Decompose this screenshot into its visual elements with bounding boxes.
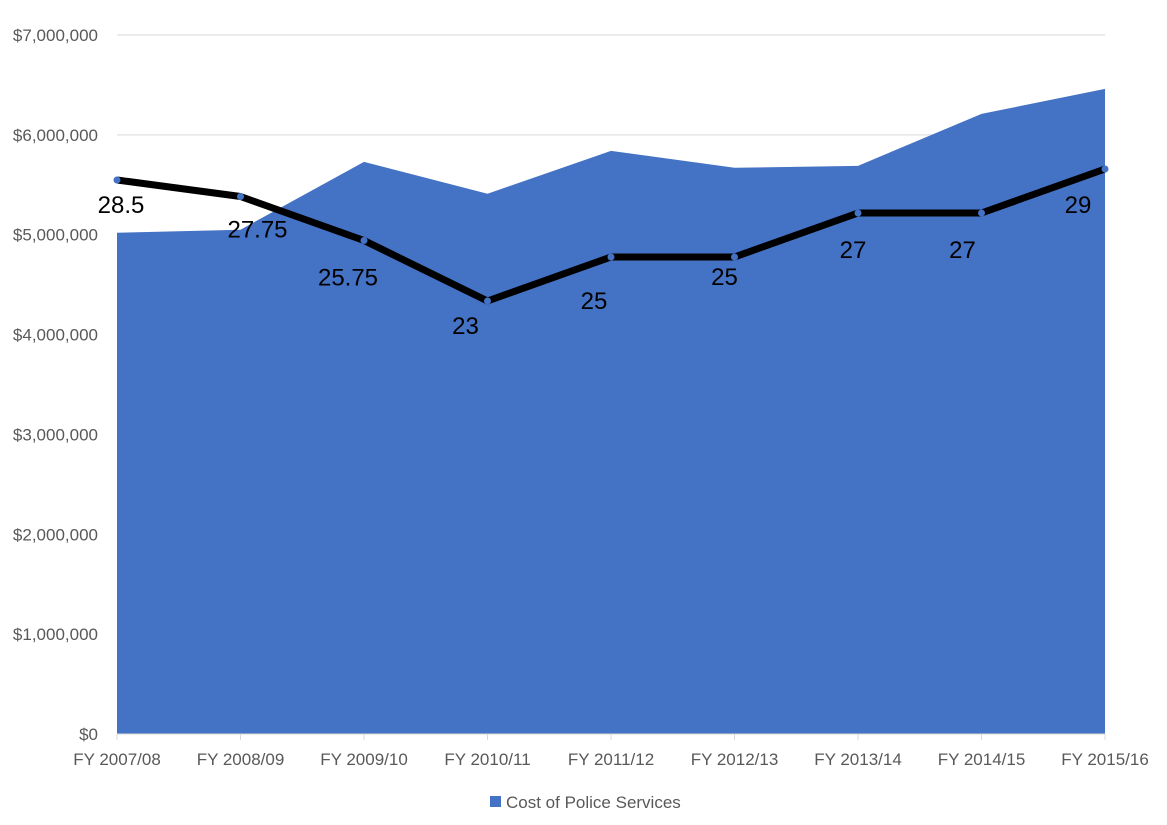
line-series <box>113 165 1109 305</box>
y-tick-label: $3,000,000 <box>13 425 98 444</box>
line-marker <box>978 209 985 217</box>
y-tick-label: $1,000,000 <box>13 625 98 644</box>
data-labels: 28.5 27.75 25.75 23 25 25 27 27 29 <box>98 192 1092 340</box>
line-marker <box>237 193 244 200</box>
data-label: 28.5 <box>98 192 145 219</box>
x-tick-label: FY 2010/11 <box>444 750 530 769</box>
x-axis: FY 2007/08 FY 2008/09 FY 2009/10 FY 2010/11… <box>73 733 1149 769</box>
x-tick-label: FY 2008/09 <box>197 750 285 769</box>
data-label: 25 <box>711 264 738 291</box>
x-tick-label: FY 2012/13 <box>691 750 779 769</box>
data-label: 29 <box>1065 192 1092 219</box>
x-tick-label: FY 2013/14 <box>814 750 902 769</box>
legend: Cost of Police Services <box>490 793 681 812</box>
area-series-cost-of-police-services <box>117 88 1105 735</box>
y-tick-label: $0 <box>79 725 98 744</box>
line-marker <box>360 237 368 244</box>
y-tick-label: $6,000,000 <box>13 126 98 145</box>
legend-swatch <box>490 796 501 807</box>
data-label: 27 <box>840 237 867 264</box>
y-tick-label: $5,000,000 <box>13 226 98 245</box>
area-fill <box>117 88 1105 735</box>
y-tick-label: $7,000,000 <box>13 26 98 45</box>
x-tick-label: FY 2014/15 <box>938 750 1026 769</box>
y-tick-label: $2,000,000 <box>13 525 98 544</box>
x-tick-label: FY 2009/10 <box>320 750 408 769</box>
line-marker <box>607 253 615 261</box>
data-label: 27 <box>949 237 976 264</box>
x-tick-label: FY 2011/12 <box>568 750 654 769</box>
data-label: 25.75 <box>318 265 378 292</box>
y-axis-ticks: $0 $1,000,000 $2,000,000 $3,000,000 $4,000,0… <box>13 26 98 744</box>
data-label: 23 <box>452 313 479 340</box>
line-marker <box>484 297 491 305</box>
legend-label: Cost of Police Services <box>506 793 681 812</box>
y-tick-label: $4,000,000 <box>13 326 98 345</box>
data-label: 25 <box>581 288 608 315</box>
line-marker <box>731 253 738 261</box>
line-marker <box>1101 165 1109 173</box>
data-label: 27.75 <box>227 217 287 244</box>
x-tick-label: FY 2007/08 <box>73 750 161 769</box>
line-marker <box>113 176 121 184</box>
line-marker <box>854 209 862 217</box>
x-tick-label: FY 2015/16 <box>1061 750 1149 769</box>
